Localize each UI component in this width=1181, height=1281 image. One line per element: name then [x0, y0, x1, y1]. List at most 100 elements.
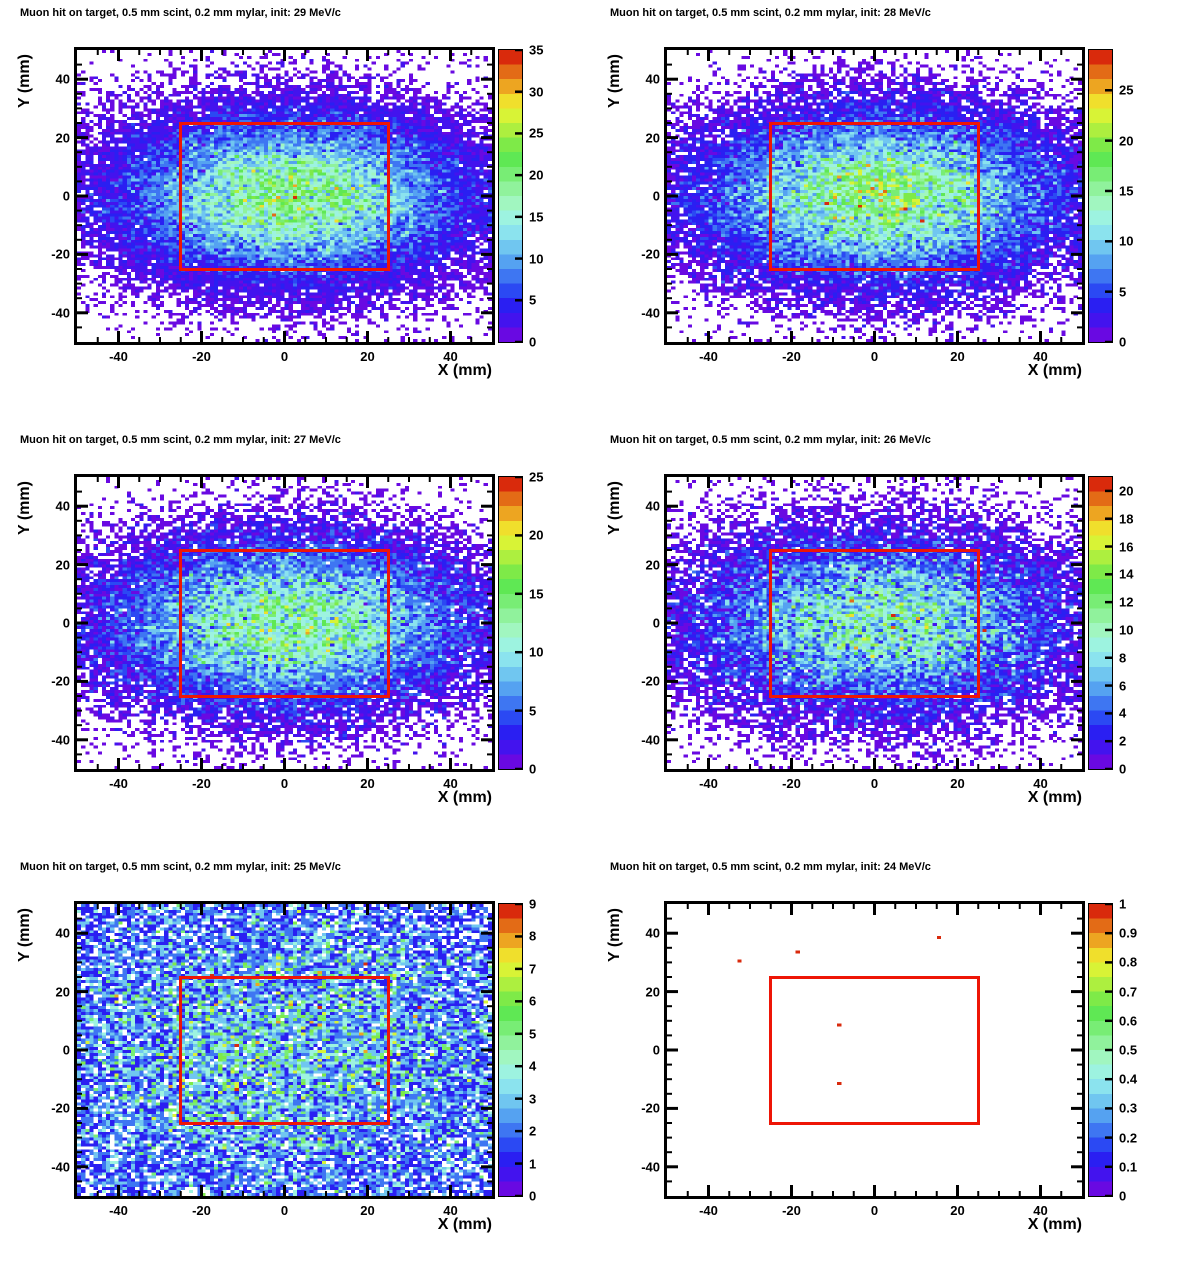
colorbar-tick-label: 9	[529, 896, 537, 912]
y-tick-label: -20	[51, 1100, 70, 1116]
colorbar	[1089, 50, 1112, 342]
colorbar-tick-label: 18	[1119, 511, 1134, 527]
colorbar-tick-label: 0.1	[1119, 1159, 1138, 1175]
colorbar-tick-label: 25	[529, 469, 544, 485]
panel-title: Muon hit on target, 0.5 mm scint, 0.2 mm…	[610, 861, 931, 873]
colorbar-tick-label: 0.9	[1119, 925, 1138, 941]
y-tick-label: 20	[55, 984, 70, 1000]
y-tick-label: 20	[645, 130, 660, 146]
x-tick-label: 40	[443, 349, 458, 364]
y-tick-label: -40	[641, 732, 660, 748]
plot-frame	[667, 477, 1082, 769]
colorbar-tick-label: 6	[529, 993, 537, 1009]
x-tick-label: 40	[1033, 349, 1048, 364]
colorbar-tick-label: 0	[529, 1188, 537, 1204]
heatmap-canvas	[77, 50, 492, 342]
y-tick-label: 0	[652, 1042, 660, 1058]
colorbar	[1089, 904, 1112, 1196]
x-tick-label: -20	[192, 776, 211, 791]
colorbar	[499, 50, 522, 342]
plot-frame	[667, 50, 1082, 342]
colorbar-tick-label: 4	[1119, 705, 1127, 721]
x-tick-label: -40	[699, 776, 718, 791]
y-tick-label: -20	[51, 246, 70, 262]
x-tick-label: -40	[109, 776, 128, 791]
x-tick-label: -20	[782, 776, 801, 791]
x-tick-label: 20	[360, 349, 375, 364]
colorbar-tick-label: 25	[529, 125, 544, 141]
colorbar-tick-label: 4	[529, 1058, 537, 1074]
x-tick-label: -40	[699, 349, 718, 364]
colorbar-gradient	[499, 50, 522, 342]
y-tick-label: 40	[55, 71, 70, 87]
colorbar-tick-label: 20	[1119, 133, 1134, 149]
x-axis-title: X (mm)	[1027, 789, 1082, 806]
y-tick-label: -20	[641, 246, 660, 262]
heatmap-panel: Muon hit on target, 0.5 mm scint, 0.2 mm…	[0, 0, 590, 427]
x-tick-label: 0	[870, 776, 879, 791]
colorbar-gradient	[1089, 904, 1112, 1196]
panel-title: Muon hit on target, 0.5 mm scint, 0.2 mm…	[20, 434, 341, 446]
colorbar-tick-label: 0	[1119, 761, 1127, 777]
x-tick-label: -20	[782, 349, 801, 364]
colorbar-tick-label: 0	[529, 761, 537, 777]
colorbar-ticks-overlay	[515, 50, 522, 342]
colorbar-tick-label: 8	[529, 928, 537, 944]
colorbar-tick-label: 15	[529, 209, 544, 225]
panel-title: Muon hit on target, 0.5 mm scint, 0.2 mm…	[20, 861, 341, 873]
heatmap-canvas	[667, 904, 1082, 1196]
colorbar-gradient	[499, 904, 522, 1196]
plot-frame	[77, 477, 492, 769]
x-tick-label: -20	[782, 1203, 801, 1218]
colorbar-ticks-overlay	[1105, 904, 1112, 1196]
y-tick-label: -20	[51, 673, 70, 689]
x-tick-label: -40	[109, 1203, 128, 1218]
panel-title: Muon hit on target, 0.5 mm scint, 0.2 mm…	[20, 7, 341, 19]
colorbar-ticks-overlay	[515, 477, 522, 769]
x-tick-label: 0	[870, 349, 879, 364]
x-tick-label: -20	[192, 349, 211, 364]
colorbar-tick-label: 20	[529, 527, 544, 543]
y-tick-label: 20	[645, 984, 660, 1000]
x-tick-label: 40	[1033, 1203, 1048, 1218]
x-tick-label: 20	[360, 1203, 375, 1218]
x-tick-label: -20	[192, 1203, 211, 1218]
x-axis-title: X (mm)	[1027, 1216, 1082, 1233]
colorbar-gradient	[1089, 50, 1112, 342]
x-tick-label: 20	[950, 776, 965, 791]
colorbar-gradient	[499, 477, 522, 769]
colorbar-ticks-overlay	[1105, 89, 1112, 342]
x-tick-label: 20	[950, 349, 965, 364]
heatmap-canvas	[667, 50, 1082, 342]
plot-frame	[77, 50, 492, 342]
y-tick-label: 40	[645, 71, 660, 87]
colorbar-tick-label: 5	[529, 703, 537, 719]
plot-frame	[667, 904, 1082, 1196]
colorbar-tick-label: 2	[1119, 733, 1127, 749]
x-tick-label: 40	[443, 1203, 458, 1218]
y-tick-label: 0	[62, 615, 70, 631]
colorbar-tick-label: 12	[1119, 594, 1134, 610]
colorbar-tick-label: 5	[529, 1026, 537, 1042]
y-tick-label: 0	[652, 188, 660, 204]
y-tick-label: 20	[55, 557, 70, 573]
colorbar-tick-label: 7	[529, 961, 537, 977]
x-axis-title: X (mm)	[437, 362, 492, 379]
y-tick-label: -40	[641, 305, 660, 321]
colorbar-tick-label: 25	[1119, 82, 1134, 98]
colorbar-tick-label: 0.8	[1119, 954, 1138, 970]
colorbar-tick-label: 20	[529, 167, 544, 183]
x-tick-label: 20	[950, 1203, 965, 1218]
colorbar-tick-label: 15	[529, 586, 544, 602]
colorbar-tick-label: 16	[1119, 539, 1134, 555]
x-axis-title: X (mm)	[1027, 362, 1082, 379]
heatmap-canvas	[667, 477, 1082, 769]
y-tick-label: 40	[645, 498, 660, 514]
y-tick-label: -20	[641, 673, 660, 689]
colorbar-tick-label: 0	[1119, 1188, 1127, 1204]
x-tick-label: 20	[360, 776, 375, 791]
heatmap-canvas	[77, 904, 492, 1196]
y-tick-label: 40	[55, 925, 70, 941]
x-axis-title: X (mm)	[437, 789, 492, 806]
